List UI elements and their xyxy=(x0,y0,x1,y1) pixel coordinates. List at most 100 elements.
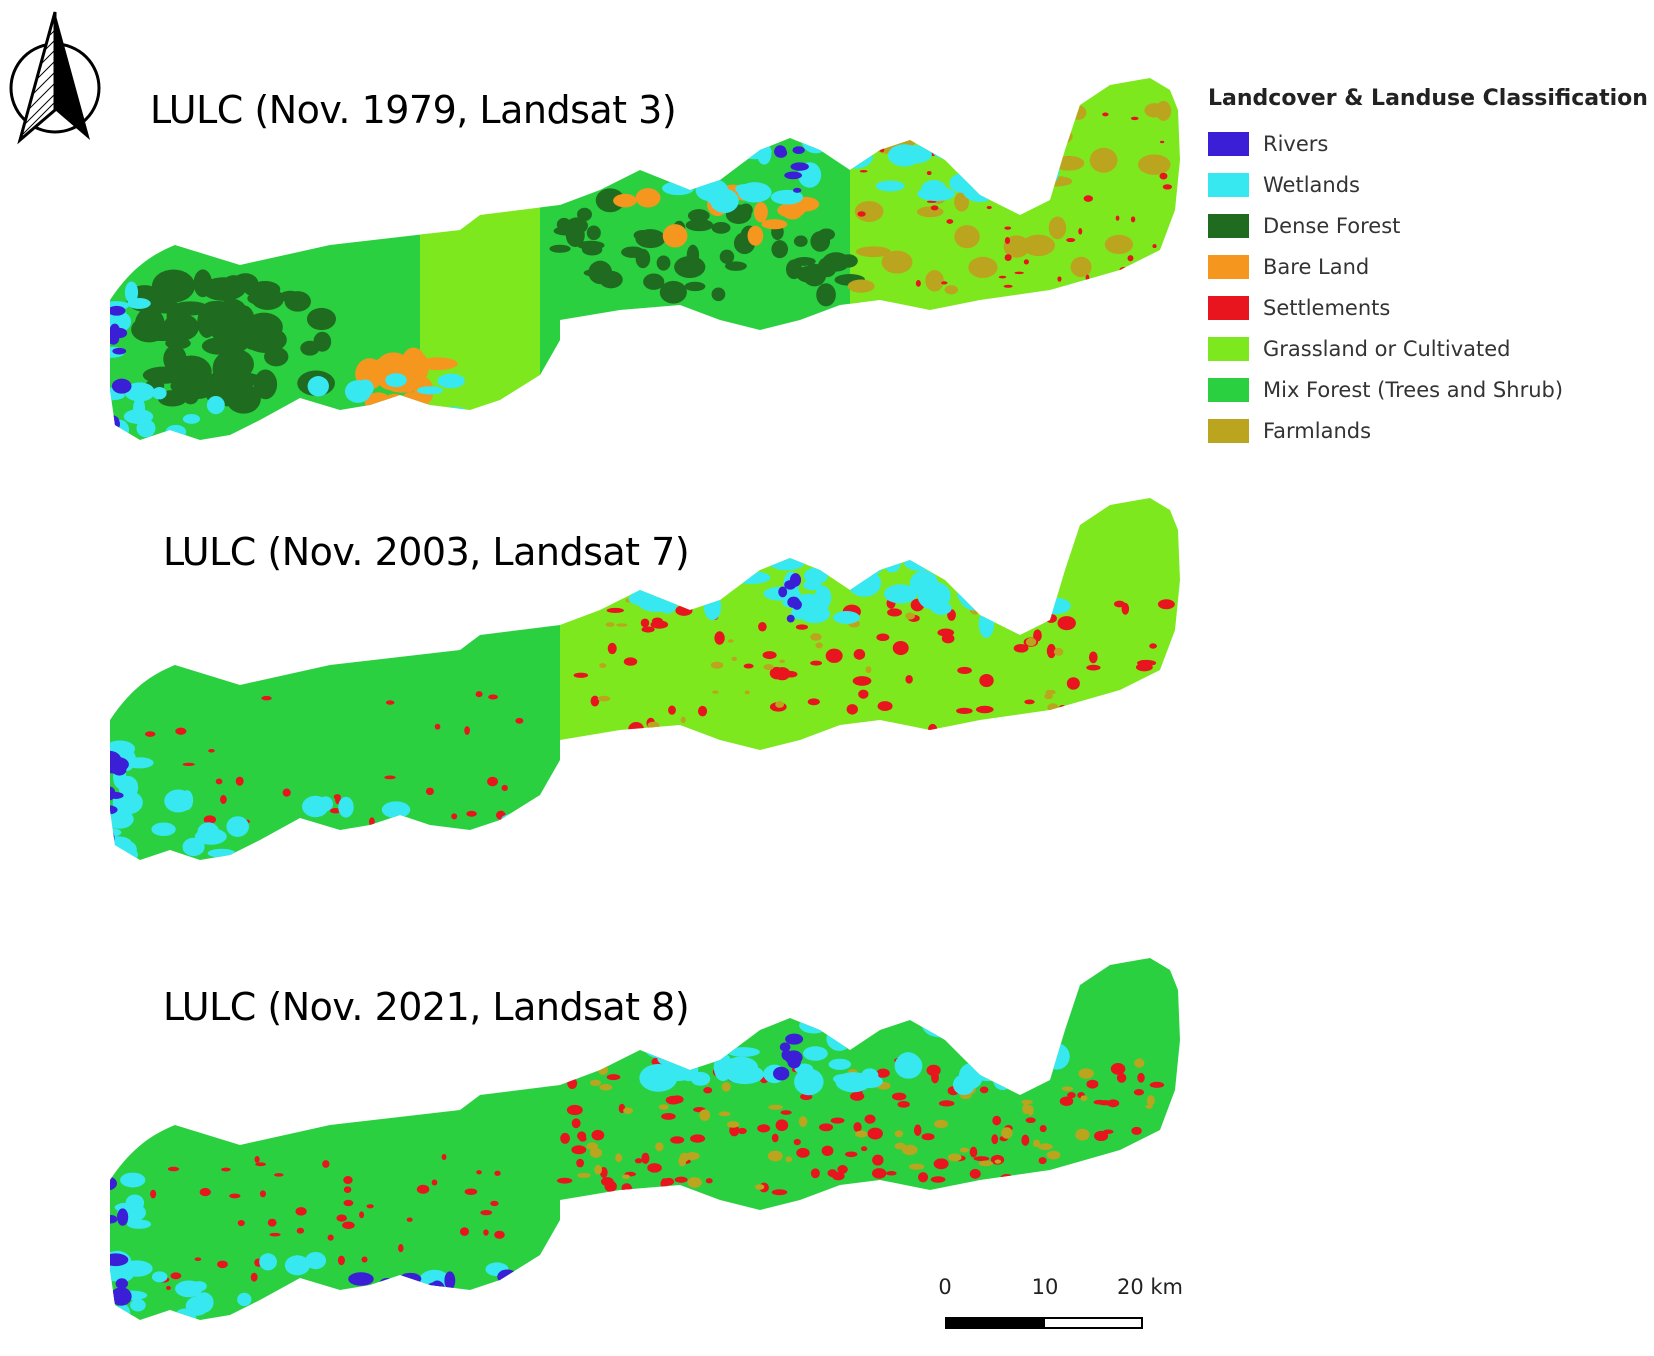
dense-forest-patch xyxy=(816,283,836,307)
settlement-patch xyxy=(737,1127,747,1135)
legend-item: Rivers xyxy=(1208,123,1648,164)
wetland-patch xyxy=(338,796,354,818)
settlement-patch xyxy=(1013,643,1029,653)
dense-forest-patch xyxy=(686,244,700,266)
wetland-patch xyxy=(180,790,194,811)
legend: Landcover & Landuse Classification River… xyxy=(1208,86,1648,451)
wetland-patch xyxy=(990,1050,1015,1080)
farmland-patch xyxy=(1130,1144,1138,1155)
dense-forest-patch xyxy=(635,229,666,249)
settlement-patch xyxy=(1110,1062,1126,1075)
scale-label-20: 20 km xyxy=(1116,1275,1184,1299)
settlement-patch xyxy=(975,705,994,714)
wetland-patch xyxy=(356,379,374,397)
wetland-patch xyxy=(1043,1043,1070,1070)
farmland-patch xyxy=(1021,1099,1033,1105)
wetland-patch xyxy=(278,846,294,860)
farmland-patch xyxy=(1018,152,1050,175)
wetland-patch xyxy=(737,182,772,203)
farmland-patch xyxy=(815,642,823,649)
settlement-patch xyxy=(796,1147,810,1158)
wetland-patch xyxy=(803,1046,828,1061)
settlement-patch xyxy=(926,1064,941,1076)
wetland-patch xyxy=(521,405,542,417)
river-patch xyxy=(110,332,120,345)
settlement-patch xyxy=(343,1199,354,1207)
settlement-patch xyxy=(846,704,858,715)
settlement-patch xyxy=(361,1256,368,1263)
river-patch xyxy=(346,1296,371,1311)
farmland-patch xyxy=(962,149,981,161)
farmland-patch xyxy=(763,664,774,670)
settlement-patch xyxy=(1131,1126,1142,1135)
settlement-patch xyxy=(295,1207,307,1216)
settlement-patch xyxy=(1057,276,1062,282)
wetland-patch xyxy=(385,373,407,388)
settlement-patch xyxy=(144,731,156,737)
wetland-patch xyxy=(124,382,155,402)
wetland-patch xyxy=(703,593,722,621)
scale-bar: 0 10 20 km xyxy=(930,1275,1183,1335)
settlement-patch xyxy=(1102,112,1109,117)
wetland-patch xyxy=(1022,151,1054,172)
wetland-patch xyxy=(837,562,870,577)
wetland-patch xyxy=(501,814,522,824)
wetland-patch xyxy=(411,838,437,848)
dense-forest-patch xyxy=(725,261,747,271)
dense-forest-patch xyxy=(659,280,687,304)
farmland-patch xyxy=(779,659,785,663)
settlement-patch xyxy=(859,169,868,173)
settlement-patch xyxy=(1132,1181,1142,1192)
wetland-patch xyxy=(206,395,225,415)
wetland-patch xyxy=(237,1292,252,1307)
wetland-patch xyxy=(1044,549,1066,573)
dense-forest-patch xyxy=(711,287,726,302)
wetland-patch xyxy=(696,173,714,185)
settlement-patch xyxy=(793,1138,801,1146)
settlement-patch xyxy=(1045,613,1057,623)
farmland-patch xyxy=(1146,1095,1155,1106)
settlement-patch xyxy=(956,707,973,714)
settlement-patch xyxy=(675,605,693,616)
farmland-patch xyxy=(855,1130,868,1138)
bare-land-patch xyxy=(761,219,788,230)
settlement-patch xyxy=(1098,1100,1112,1106)
farmland-patch xyxy=(1070,256,1092,278)
settlement-patch xyxy=(825,648,843,663)
legend-swatch xyxy=(1208,336,1249,361)
wetland-patch xyxy=(185,1296,209,1316)
farmland-patch xyxy=(699,1109,711,1121)
settlement-patch xyxy=(1115,215,1120,221)
legend-item: Bare Land xyxy=(1208,246,1648,287)
settlement-patch xyxy=(194,1257,202,1262)
settlement-patch xyxy=(921,1133,935,1141)
settlement-patch xyxy=(650,620,669,629)
settlement-patch xyxy=(1130,216,1136,223)
wetland-patch xyxy=(379,851,398,860)
settlement-patch xyxy=(864,1114,876,1124)
settlement-patch xyxy=(556,1177,573,1184)
settlement-patch xyxy=(199,1188,211,1197)
bare-land-patch xyxy=(417,357,458,371)
wetland-patch xyxy=(833,610,860,624)
settlement-patch xyxy=(979,673,994,688)
farmland-patch xyxy=(731,656,737,662)
wetland-patch xyxy=(643,1038,660,1056)
settlement-patch xyxy=(1021,1069,1030,1077)
farmland-patch xyxy=(721,1082,731,1092)
farmland-patch xyxy=(944,285,959,295)
wetland-patch xyxy=(392,1296,422,1319)
dense-forest-patch xyxy=(203,300,231,313)
legend-label: Rivers xyxy=(1263,131,1329,156)
farmland-patch xyxy=(727,639,734,643)
settlement-patch xyxy=(1127,255,1134,262)
farmland-patch xyxy=(925,270,944,292)
settlement-patch xyxy=(576,1131,587,1141)
wetland-patch xyxy=(351,1298,375,1320)
settlement-patch xyxy=(398,1244,404,1253)
bare-land-patch xyxy=(383,393,406,410)
wetland-patch xyxy=(710,188,739,214)
wetland-patch xyxy=(952,1074,976,1096)
wetland-patch xyxy=(875,180,905,192)
wetland-patch xyxy=(679,1054,705,1066)
